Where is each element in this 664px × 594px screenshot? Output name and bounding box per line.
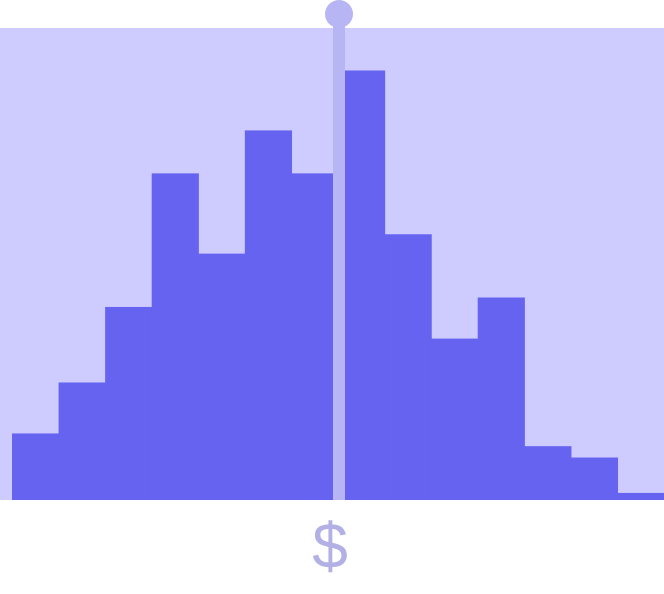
histogram-bar: [151, 173, 199, 500]
slider-track[interactable]: [333, 14, 345, 500]
price-slider[interactable]: [325, 0, 353, 500]
histogram-bar: [244, 130, 293, 501]
histogram-bars: [12, 70, 664, 501]
histogram-bar: [291, 173, 339, 500]
histogram-bar: [570, 457, 619, 500]
histogram-bar: [524, 446, 572, 500]
histogram-bar: [58, 382, 106, 500]
histogram-bar: [338, 70, 386, 500]
histogram-bar: [431, 338, 479, 500]
histogram-bar: [12, 433, 60, 500]
histogram-bar: [198, 253, 246, 500]
histogram-bar: [477, 297, 525, 500]
histogram-bar: [105, 306, 153, 500]
histogram-bar: [617, 492, 664, 500]
slider-handle[interactable]: [325, 0, 353, 28]
histogram-bar: [384, 234, 432, 500]
